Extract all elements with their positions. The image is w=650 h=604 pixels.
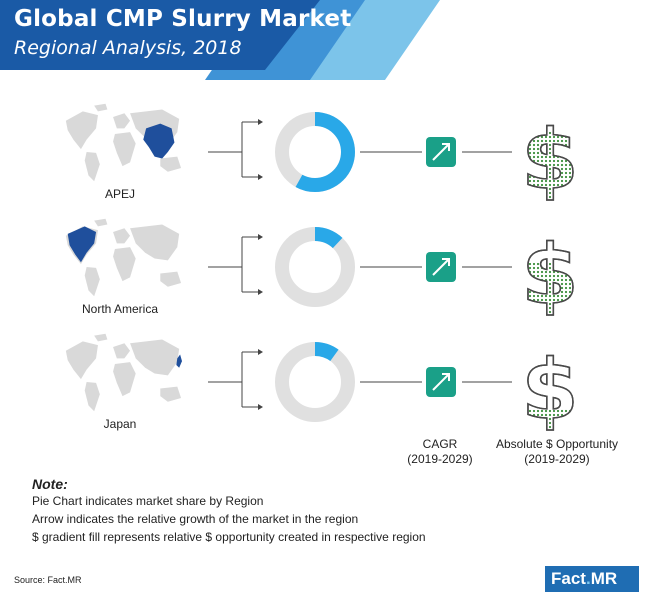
region-chart-row-1: $$$ bbox=[208, 227, 580, 320]
highlighted-region-shape bbox=[143, 123, 175, 159]
page-title: Global CMP Slurry Market bbox=[14, 6, 352, 32]
donut-share-slice bbox=[275, 227, 355, 307]
connector-arrowhead bbox=[258, 234, 263, 240]
banner-stripe-dark bbox=[0, 0, 320, 70]
note-title: Note: bbox=[32, 476, 68, 492]
dollar-fill: $ bbox=[521, 343, 578, 435]
continent-shape bbox=[113, 132, 136, 167]
connector-arrowhead bbox=[258, 119, 263, 125]
dollar-opportunity-icon: $$$ bbox=[521, 112, 580, 205]
dollar-outline: $ bbox=[521, 343, 578, 435]
continent-shape bbox=[130, 224, 180, 261]
region-label: APEJ bbox=[104, 187, 135, 201]
continent-shape bbox=[94, 218, 108, 227]
logo-suffix: MR bbox=[590, 569, 618, 588]
opportunity-period: (2019-2029) bbox=[524, 452, 590, 466]
continent-shape bbox=[113, 113, 131, 129]
region-map-2 bbox=[65, 333, 182, 412]
region-label: North America bbox=[81, 302, 159, 316]
continent-shape bbox=[65, 111, 98, 150]
dollar-fill: $ bbox=[521, 228, 578, 320]
connector-arrowhead bbox=[258, 349, 263, 355]
continent-shape bbox=[84, 266, 100, 297]
note-line-2: Arrow indicates the relative growth of t… bbox=[32, 512, 359, 526]
cagr-period: (2019-2029) bbox=[407, 452, 473, 466]
cagr-column-label: CAGR (2019-2029) bbox=[400, 437, 480, 467]
donut-share-slice bbox=[275, 342, 355, 422]
donut-share-slice bbox=[275, 112, 355, 192]
opportunity-label: Absolute $ Opportunity bbox=[495, 437, 619, 451]
header-banner bbox=[0, 0, 440, 80]
region-map-0 bbox=[65, 103, 182, 182]
continent-shape bbox=[113, 247, 136, 282]
continent-shape bbox=[113, 362, 136, 397]
continent-shape bbox=[94, 333, 108, 342]
dollar-opportunity-icon: $$$ bbox=[521, 227, 580, 320]
dollar-outline: $ bbox=[521, 228, 578, 320]
dollar-fill: $ bbox=[521, 113, 578, 205]
continent-shape bbox=[113, 343, 131, 359]
connector-arrowhead bbox=[258, 174, 263, 180]
highlighted-region-shape bbox=[67, 226, 97, 263]
page-subtitle: Regional Analysis, 2018 bbox=[14, 37, 242, 59]
cagr-label: CAGR bbox=[422, 437, 458, 451]
continent-shape bbox=[94, 103, 108, 112]
connector-arrowhead bbox=[258, 404, 263, 410]
trend-up-arrow-icon bbox=[432, 143, 450, 161]
logo-dot: . bbox=[585, 569, 591, 588]
donut-remainder-slice bbox=[275, 342, 355, 422]
source-text: Source: Fact.MR bbox=[14, 575, 82, 585]
continent-shape bbox=[84, 151, 100, 182]
dollar-outline: $ bbox=[521, 228, 578, 320]
continent-shape bbox=[84, 381, 100, 412]
region-map-1 bbox=[65, 218, 182, 297]
donut-remainder-slice bbox=[275, 227, 355, 307]
dollar-outline: $ bbox=[521, 113, 578, 205]
dollar-outline: $ bbox=[521, 343, 578, 435]
continent-shape bbox=[160, 271, 182, 287]
trend-up-arrow-icon bbox=[432, 258, 450, 276]
continent-shape bbox=[113, 228, 131, 244]
region-chart-row-2: $$$ bbox=[208, 342, 580, 435]
dollar-opportunity-icon: $$$ bbox=[521, 342, 580, 435]
logo-main: Fact bbox=[551, 569, 586, 588]
connector-arrowhead bbox=[258, 289, 263, 295]
region-label: Japan bbox=[103, 417, 137, 431]
continent-shape bbox=[65, 341, 98, 380]
continent-shape bbox=[160, 386, 182, 402]
note-line-3: $ gradient fill represents relative $ op… bbox=[32, 530, 426, 544]
continent-shape bbox=[160, 156, 182, 172]
factmr-logo: Fact.MR bbox=[545, 566, 639, 592]
trend-up-arrow-icon bbox=[432, 373, 450, 391]
continent-shape bbox=[130, 339, 180, 376]
note-line-1: Pie Chart indicates market share by Regi… bbox=[32, 494, 264, 508]
region-chart-row-0: $$$ bbox=[208, 112, 580, 205]
dollar-outline: $ bbox=[521, 113, 578, 205]
opportunity-column-label: Absolute $ Opportunity (2019-2029) bbox=[482, 437, 632, 467]
